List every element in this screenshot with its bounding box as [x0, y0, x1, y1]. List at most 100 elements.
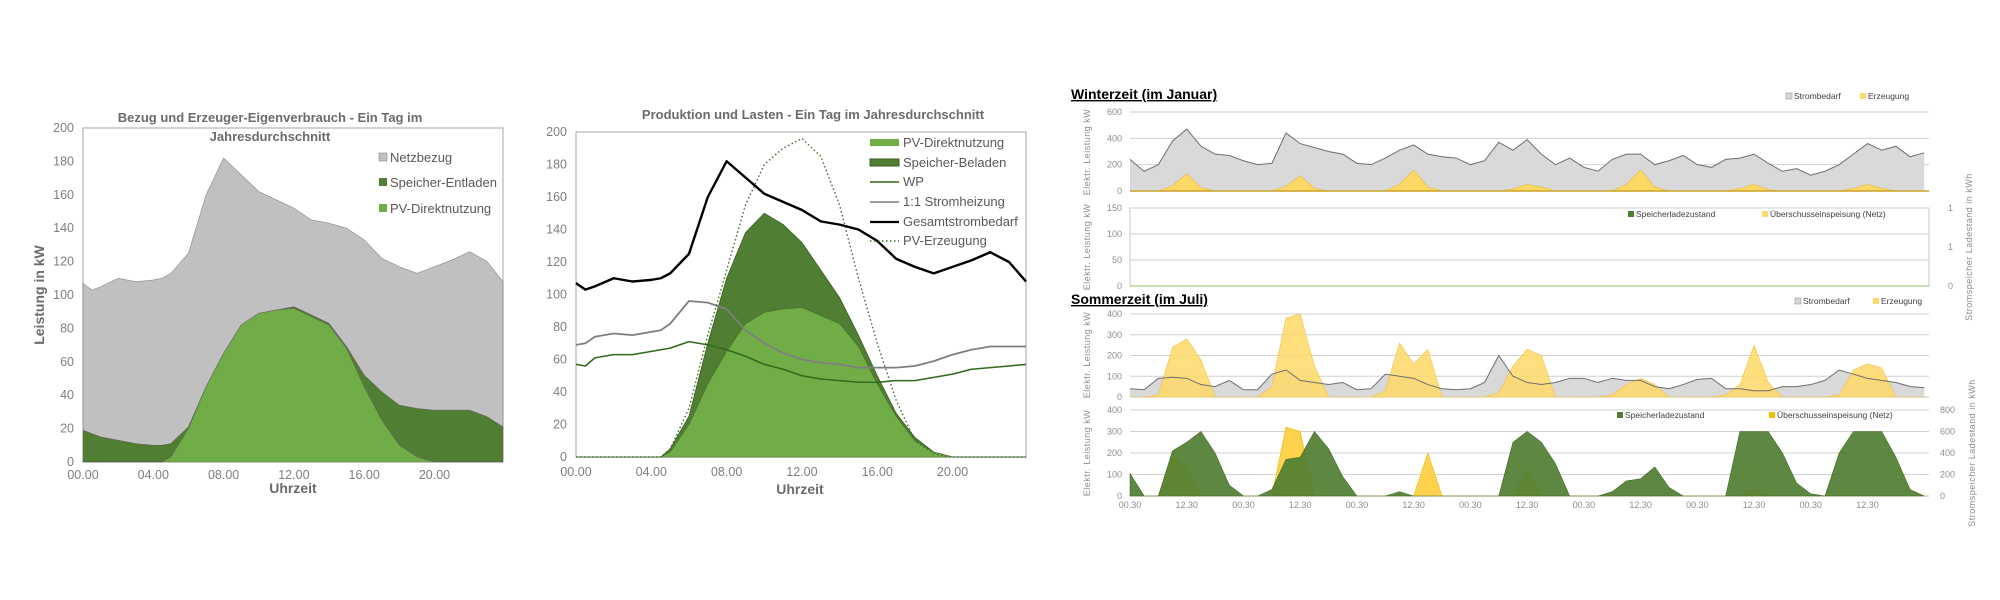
x-tick-label: 00.00 [560, 465, 591, 479]
legend-label-erzeugung: Erzeugung [1881, 296, 1922, 306]
y-axis-label: Elektr. Leistung kW [1082, 204, 1092, 291]
y-tick-label: 20 [60, 422, 74, 436]
x-tick-label: 12.30 [1516, 500, 1539, 510]
seasonal-panels: Winterzeit (im Januar) Sommerzeit (im Ju… [1071, 86, 1977, 527]
chart-title: Produktion und Lasten - Ein Tag im Jahre… [642, 107, 985, 122]
x-tick-label: 12.30 [1402, 500, 1425, 510]
legend-swatch-erzeugung [1873, 298, 1879, 304]
legend-label-speicherladezustand: Speicherladezustand [1625, 410, 1705, 420]
y-tick-label: 160 [53, 188, 74, 202]
x-tick-label: 00.30 [1232, 500, 1255, 510]
legend-swatch-netzbezug [378, 152, 388, 162]
section-title-winter: Winterzeit (im Januar) [1071, 86, 1217, 102]
y-tick-label: 200 [1107, 351, 1122, 361]
legend-swatch-pv-direktnutzung [870, 139, 899, 146]
y-tick-label: 100 [1107, 470, 1122, 480]
legend-label-stromheizung: 1:1 Stromheizung [903, 194, 1005, 209]
y-tick-label: 200 [546, 125, 567, 139]
y2-axis-label: Stromspeicher Ladestand in kWh [1967, 379, 1977, 527]
chart-title-line-1: Bezug und Erzeuger-Eigenverbrauch - Ein … [118, 110, 423, 125]
y-tick-label: 200 [1107, 448, 1122, 458]
x-tick-label: 00.30 [1459, 500, 1482, 510]
y-tick-label: 100 [53, 288, 74, 302]
y-tick-label: 0 [1117, 392, 1122, 402]
legend-swatch-ueberschusseinspeisung [1769, 412, 1775, 418]
x-tick-label: 04.00 [636, 465, 667, 479]
area-pv-direktnutzung [576, 307, 1026, 458]
legend-swatch-pv-direktnutzung [379, 204, 387, 212]
x-tick-label: 20.00 [419, 468, 450, 482]
y-tick-label: 400 [1107, 133, 1122, 143]
y2-tick-label: 400 [1940, 448, 1955, 458]
panel-winter-speicher: 0 50 100 150 0 1 1 Elektr. Leistung kW Stromsp… [1082, 173, 1974, 321]
x-tick-label: 04.00 [138, 468, 169, 482]
x-tick-label: 12.30 [1743, 500, 1766, 510]
y-tick-label: 0 [1117, 491, 1122, 501]
legend-label-ueberschusseinspeisung: Überschusseinspeisung (Netz) [1770, 209, 1886, 219]
x-tick-label: 08.00 [711, 465, 742, 479]
section-title-summer: Sommerzeit (im Juli) [1071, 291, 1208, 307]
legend-label-speicherladezustand: Speicherladezustand [1636, 209, 1716, 219]
y-tick-label: 600 [1107, 107, 1122, 117]
y2-tick-label: 0 [1948, 281, 1953, 291]
area-speicherladezustand [1129, 430, 1925, 497]
line-gesamtstrombedarf [575, 160, 1027, 291]
y-tick-label: 60 [553, 353, 567, 367]
y2-tick-label: 600 [1940, 427, 1955, 437]
legend-label-pv-direktnutzung: PV-Direktnutzung [390, 201, 491, 216]
legend-label-pv-erzeugung: PV-Erzeugung [903, 233, 987, 248]
y2-tick-label: 800 [1940, 405, 1955, 415]
y2-tick-label: 0 [1940, 491, 1945, 501]
y-tick-label: 400 [1107, 405, 1122, 415]
y-axis-label: Leistung in kW [31, 244, 47, 344]
legend-swatch-erzeugung [1860, 93, 1866, 99]
y-tick-label: 100 [1107, 371, 1122, 381]
y2-tick-label: 1 [1948, 203, 1953, 213]
y-tick-label: 200 [53, 121, 74, 135]
y-tick-label: 180 [53, 154, 74, 168]
line-strombedarf [1129, 354, 1925, 392]
x-tick-label: 16.00 [349, 468, 380, 482]
x-tick-label: 00.30 [1686, 500, 1709, 510]
legend-label-strombedarf: Strombedarf [1794, 91, 1841, 101]
legend-swatch-speicher-beladen [869, 158, 900, 167]
legend: Netzbezug Speicher-Entladen PV-Direktnut… [378, 150, 497, 216]
y-axis-label: Elektr. Leistung kW [1082, 410, 1092, 497]
legend-label-speicher-beladen: Speicher-Beladen [903, 155, 1006, 170]
y-tick-label: 400 [1107, 309, 1122, 319]
y-tick-label: 100 [1107, 229, 1122, 239]
x-tick-label: 00.30 [1346, 500, 1369, 510]
legend-label-ueberschusseinspeisung: Überschusseinspeisung (Netz) [1777, 410, 1893, 420]
x-tick-label: 12.00 [278, 468, 309, 482]
area-pv-direktnutzung [83, 308, 503, 463]
y-tick-label: 60 [60, 355, 74, 369]
y-tick-label: 160 [546, 190, 567, 204]
panel-summer-leistung: 0 100 200 300 400 Elektr. Leistung kW Stromb… [1082, 296, 1929, 402]
y-tick-label: 140 [53, 221, 74, 235]
legend-label-netzbezug: Netzbezug [390, 150, 452, 165]
legend-label-wp: WP [903, 174, 924, 189]
line-1-1-stromheizung [575, 300, 1026, 369]
legend-label-pv-direktnutzung: PV-Direktnutzung [903, 135, 1004, 150]
y-tick-label: 0 [560, 450, 567, 464]
legend-label-speicher-entladen: Speicher-Entladen [390, 175, 497, 190]
y-tick-label: 40 [553, 385, 567, 399]
y-tick-label: 20 [553, 418, 567, 432]
x-tick-label: 12.30 [1629, 500, 1652, 510]
y-tick-label: 120 [53, 255, 74, 269]
area-erzeugung [1130, 313, 1925, 398]
x-tick-label: 12.30 [1856, 500, 1879, 510]
line-pv-erzeugung [576, 137, 1026, 458]
chart-produktion-lasten: Produktion und Lasten - Ein Tag im Jahre… [546, 107, 1027, 497]
y-tick-label: 300 [1107, 330, 1122, 340]
x-tick-label: 12.00 [786, 465, 817, 479]
y-tick-label: 100 [546, 288, 567, 302]
area-strombedarf [1130, 129, 1925, 191]
x-axis-label: Uhrzeit [776, 481, 824, 497]
y-tick-label: 0 [67, 455, 74, 469]
y-tick-label: 0 [1117, 186, 1122, 196]
y-tick-label: 80 [60, 321, 74, 335]
y2-tick-label: 200 [1940, 470, 1955, 480]
legend-swatch-speicher-entladen [379, 178, 387, 186]
y-tick-label: 180 [546, 158, 567, 172]
